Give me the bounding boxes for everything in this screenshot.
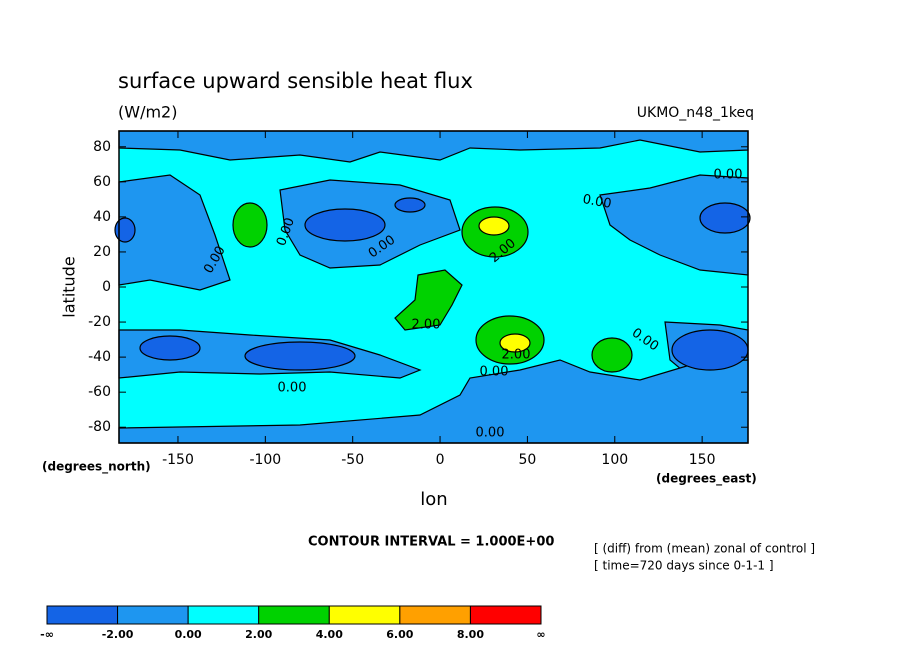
y-tick-label: 20: [93, 244, 111, 260]
contour-interval: CONTOUR INTERVAL = 1.000E+00: [308, 535, 554, 550]
x-axis-title: lon: [420, 489, 447, 510]
x-tick-label: 0: [436, 452, 445, 468]
dataset-label: UKMO_n48_1keq: [637, 105, 754, 121]
y-tick-label: -20: [88, 314, 111, 330]
band-fill: [114, 217, 136, 243]
band-fill: [139, 335, 201, 361]
colorbar-label: -∞: [40, 628, 54, 641]
band-fill: [671, 329, 749, 371]
band-fill: [394, 269, 463, 331]
colorbar-label: 2.00: [245, 628, 272, 641]
y-axis-title: latitude: [60, 256, 79, 317]
colorbar-box: [117, 605, 189, 625]
colorbar-label: 4.00: [316, 628, 343, 641]
contour-label: 0.00: [480, 365, 509, 380]
x-tick-label: 50: [518, 452, 536, 468]
colorbar-box: [258, 605, 330, 625]
contour-label: 0.00: [278, 381, 307, 396]
colorbar-label: ∞: [536, 628, 545, 641]
note: [ (diff) from (mean) zonal of control ]: [594, 542, 815, 556]
chart-title: surface upward sensible heat flux: [118, 69, 473, 93]
colorbar-label: 0.00: [175, 628, 202, 641]
band-fill: [118, 174, 231, 291]
y-tick-label: -40: [88, 349, 111, 365]
contour-fill: [114, 130, 751, 444]
x-tick-label: -100: [249, 452, 281, 468]
colorbar-label: -2.00: [102, 628, 134, 641]
band-fill: [499, 333, 531, 353]
y-tick-label: -80: [88, 419, 111, 435]
chart-subtitle: (W/m2): [118, 103, 177, 122]
band-fill: [599, 174, 749, 276]
band-fill: [304, 208, 386, 242]
y-tick-label: 40: [93, 209, 111, 225]
y-tick-label: 80: [93, 139, 111, 155]
x-units: (degrees_east): [656, 472, 757, 487]
colorbar-label: 6.00: [386, 628, 413, 641]
colorbar-box: [469, 605, 542, 625]
band-fill: [118, 130, 749, 163]
y-tick-label: 60: [93, 174, 111, 190]
y-tick-label: 0: [102, 279, 111, 295]
colorbar-box: [399, 605, 471, 625]
x-tick-label: 100: [601, 452, 628, 468]
colorbar-box: [328, 605, 401, 625]
band-fill: [394, 197, 426, 213]
contour-label: 0.00: [714, 168, 743, 183]
contour-label: 0.00: [476, 426, 505, 441]
contour-label: 2.00: [502, 348, 531, 363]
band-fill: [591, 337, 633, 373]
band-fill: [244, 341, 356, 371]
contour-label: 2.00: [412, 318, 441, 333]
band-fill: [232, 202, 268, 248]
x-tick-label: 150: [689, 452, 716, 468]
colorbar-box: [187, 605, 260, 625]
y-units: (degrees_north): [42, 460, 151, 475]
note: [ time=720 days since 0-1-1 ]: [594, 559, 774, 573]
y-tick-label: -60: [88, 384, 111, 400]
colorbar-label: 8.00: [457, 628, 484, 641]
band-fill: [699, 202, 751, 234]
contour-label: 0.00: [581, 192, 612, 212]
colorbar-box: [46, 605, 119, 625]
x-tick-label: -150: [162, 452, 194, 468]
x-tick-label: -50: [341, 452, 364, 468]
band-fill: [478, 216, 510, 236]
